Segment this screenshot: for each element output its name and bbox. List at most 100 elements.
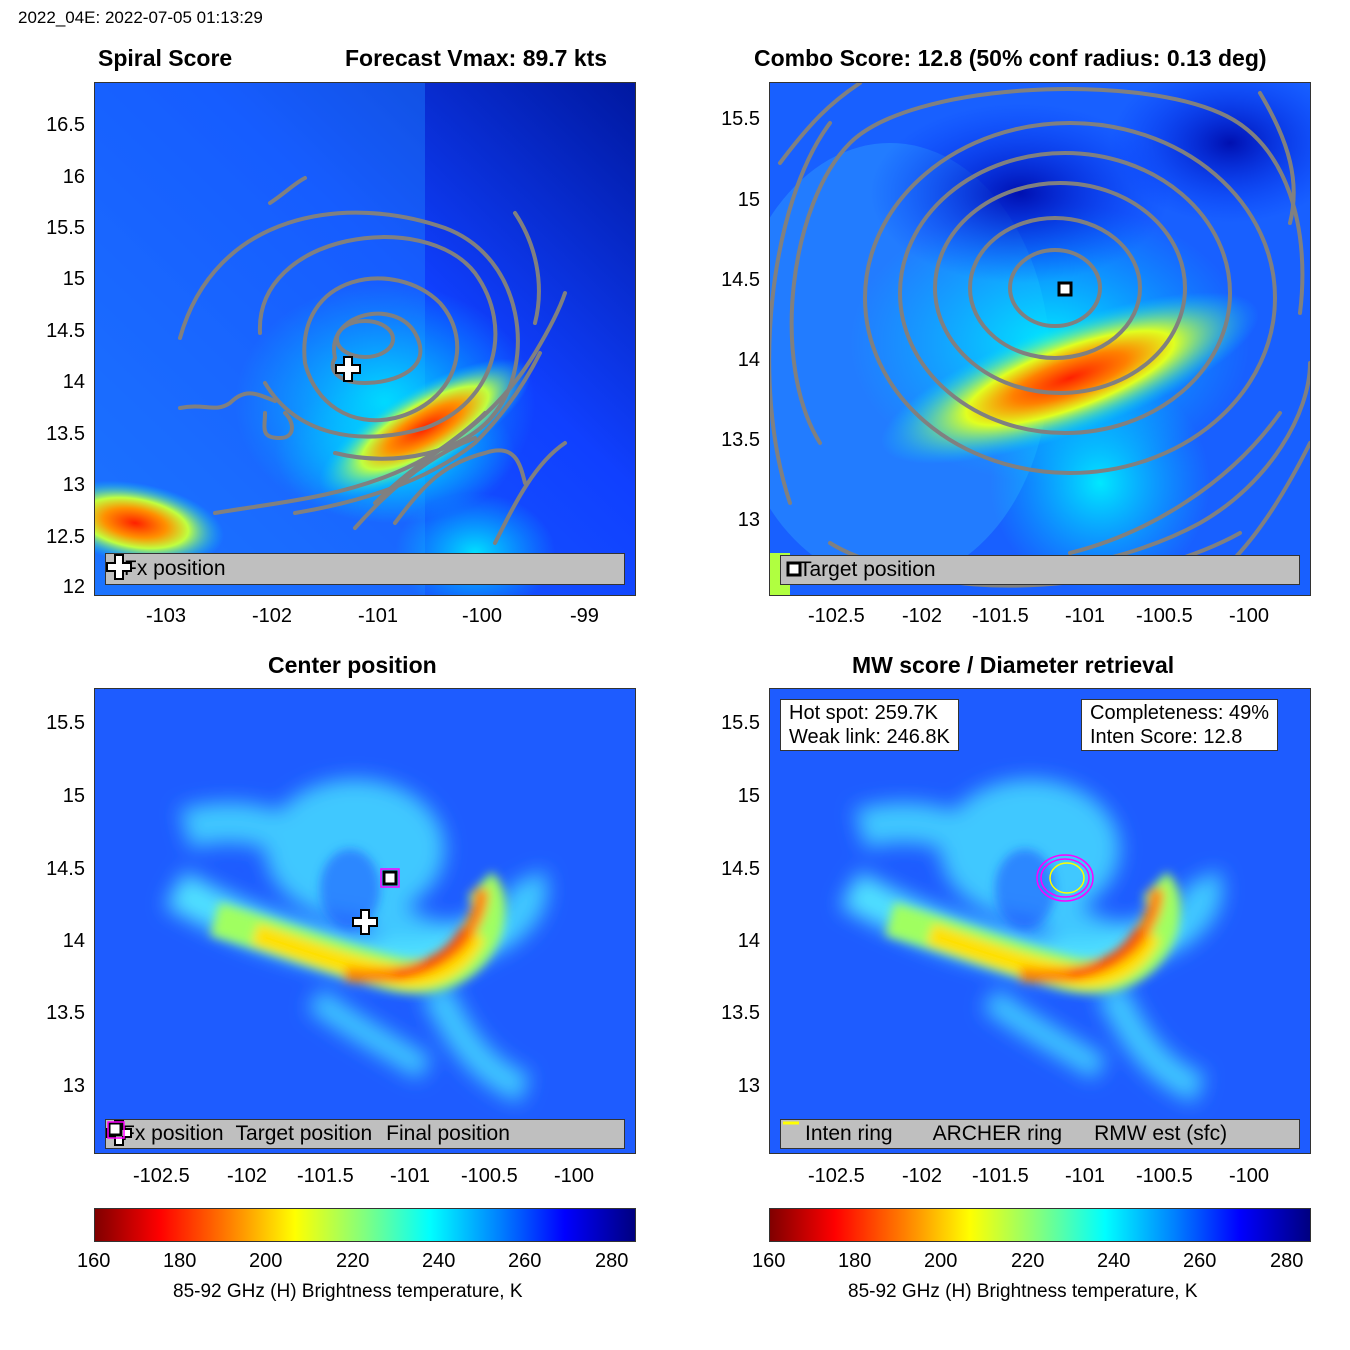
y-tick: 15 [737,785,760,807]
y-tick: 13.5 [46,423,85,445]
center-legend: Fx position Target position Final positi… [105,1119,625,1149]
y-tick: 14 [737,930,760,952]
y-tick: 15 [737,189,760,211]
colorbar-tick: 220 [1011,1250,1045,1272]
legend-label: Target position [235,1122,373,1145]
colorbar-tick: 240 [1097,1250,1131,1272]
x-tick: -100.5 [1136,1165,1193,1187]
y-tick: 15 [62,785,85,807]
x-tick: -101.5 [972,1165,1029,1187]
colorbar-tick: 260 [508,1250,542,1272]
y-tick: 13.5 [721,429,760,451]
colorbar-tick: 180 [163,1250,197,1272]
x-tick: -99 [570,605,599,627]
spiral-legend: Fx position [105,553,625,585]
x-tick: -100 [554,1165,595,1187]
legend-label: RMW est (sfc) [1094,1122,1228,1145]
x-tick: -102.5 [808,1165,865,1187]
x-tick: -102 [902,605,943,627]
combo-score-plot: Target position [769,82,1311,596]
center-heatmap [95,689,635,1153]
legend-label: Fx position [124,557,226,580]
x-tick: -100 [462,605,503,627]
x-tick: -102 [902,1165,943,1187]
x-tick: -101.5 [972,605,1029,627]
x-tick: -100.5 [461,1165,518,1187]
y-tick: 15.5 [721,108,760,130]
y-tick: 16.5 [46,114,85,136]
mw-title: MW score / Diameter retrieval [852,652,1175,678]
final-position-legend-icon [107,1121,125,1139]
y-tick: 14.5 [721,269,760,291]
x-tick: -102.5 [808,605,865,627]
mw-score-plot: Hot spot: 259.7K Weak link: 246.8K Compl… [769,688,1311,1154]
fx-position-marker [335,356,361,382]
y-tick: 16 [62,166,85,188]
x-tick: -102.5 [133,1165,190,1187]
weak-link-text: Weak link: 246.8K [789,726,950,748]
legend-label: Target position [799,558,936,581]
y-tick: 12 [62,576,85,598]
y-tick: 15.5 [46,217,85,239]
y-tick: 13 [62,1075,85,1097]
y-tick: 13.5 [46,1002,85,1024]
colorbar-tick: 280 [1270,1250,1304,1272]
target-position-marker [1057,281,1073,297]
x-tick: -101 [1065,1165,1106,1187]
x-tick: -102 [227,1165,268,1187]
y-tick: 14.5 [46,858,85,880]
target-position-legend-icon [786,561,802,577]
hot-spot-text: Hot spot: 259.7K [789,702,938,724]
y-tick: 14 [62,371,85,393]
y-tick: 13 [62,474,85,496]
figure-supertitle: 2022_04E: 2022-07-05 01:13:29 [18,8,263,27]
completeness-annotation: Completeness: 49% Inten Score: 12.8 [1081,699,1278,751]
x-tick: -100 [1229,1165,1270,1187]
inten-score-text: Inten Score: 12.8 [1090,726,1243,748]
mw-heatmap [770,689,1310,1153]
spiral-vmax-title: Forecast Vmax: 89.7 kts [345,45,608,71]
combo-legend: Target position [780,555,1300,585]
colorbar-tick: 280 [595,1250,629,1272]
colorbar-tick: 260 [1183,1250,1217,1272]
y-tick: 12.5 [46,526,85,548]
y-tick: 15.5 [721,712,760,734]
y-tick: 13 [737,1075,760,1097]
target-position-legend-icon [107,1121,123,1137]
colorbar-left [94,1208,636,1242]
spiral-heatmap [95,83,635,595]
completeness-text: Completeness: 49% [1090,702,1269,724]
y-tick: 14 [737,349,760,371]
archer-ring-inner [1040,858,1090,898]
target-position-marker [382,870,398,886]
spiral-title: Spiral Score [98,45,233,71]
legend-label: Inten ring [805,1122,893,1145]
fx-position-marker [352,909,378,935]
y-tick: 15.5 [46,712,85,734]
colorbar-tick: 160 [77,1250,111,1272]
colorbar-right [769,1208,1311,1242]
fx-position-legend-icon [106,554,132,580]
combo-heatmap [770,83,1310,595]
colorbar-tick: 200 [249,1250,283,1272]
legend-label: Fx position [122,1122,224,1145]
y-tick: 13 [737,509,760,531]
x-tick: -100 [1229,605,1270,627]
colorbar-tick: 180 [838,1250,872,1272]
combo-title: Combo Score: 12.8 (50% conf radius: 0.13… [754,45,1267,71]
y-tick: 13.5 [721,1002,760,1024]
x-tick: -101.5 [297,1165,354,1187]
x-tick: -102 [252,605,293,627]
final-position-marker [380,868,400,888]
x-tick: -101 [358,605,399,627]
hot-spot-annotation: Hot spot: 259.7K Weak link: 246.8K [780,699,959,751]
y-tick: 14 [62,930,85,952]
archer-ring-outer [1036,854,1094,902]
y-tick: 15 [62,268,85,290]
rmw-est-legend-icon [783,1121,799,1125]
colorbar-label: 85-92 GHz (H) Brightness temperature, K [848,1281,1198,1302]
spiral-score-plot: Fx position [94,82,636,596]
center-title: Center position [268,652,437,678]
x-tick: -101 [390,1165,431,1187]
colorbar-tick: 220 [336,1250,370,1272]
